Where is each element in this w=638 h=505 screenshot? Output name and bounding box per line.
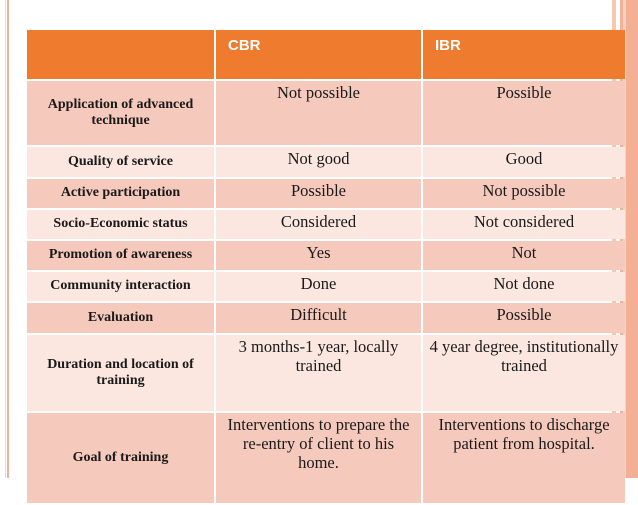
header-ibr: IBR — [423, 30, 625, 79]
ibr-value: Not done — [423, 272, 625, 301]
ibr-value: Interventions to discharge patient from … — [423, 413, 625, 503]
ibr-value: Not possible — [423, 179, 625, 208]
row-label: Duration and location of training — [27, 335, 214, 411]
table-row: Goal of training Interventions to prepar… — [27, 413, 625, 503]
cbr-value: Not possible — [216, 81, 421, 145]
cbr-value: Considered — [216, 210, 421, 239]
row-label: Community interaction — [27, 272, 214, 301]
header-cbr: CBR — [216, 30, 421, 79]
ibr-value: Possible — [423, 81, 625, 145]
ibr-value: Good — [423, 147, 625, 177]
cbr-value: Not good — [216, 147, 421, 177]
table-row: Socio-Economic status Considered Not con… — [27, 210, 625, 239]
ibr-value: 4 year degree, institutionally trained — [423, 335, 625, 411]
cbr-value: 3 months-1 year, locally trained — [216, 335, 421, 411]
cbr-value: Done — [216, 272, 421, 301]
ibr-value: Possible — [423, 303, 625, 333]
row-label: Goal of training — [27, 413, 214, 503]
ibr-value: Not considered — [423, 210, 625, 239]
left-accent-line — [5, 0, 10, 478]
row-label: Socio-Economic status — [27, 210, 214, 239]
header-blank-cell — [27, 30, 214, 79]
cbr-value: Possible — [216, 179, 421, 208]
row-label: Quality of service — [27, 147, 214, 177]
table-row: Promotion of awareness Yes Not — [27, 241, 625, 270]
table-row: Duration and location of training 3 mont… — [27, 335, 625, 411]
cbr-ibr-comparison-table: CBR IBR Application of advanced techniqu… — [25, 28, 627, 505]
row-label: Active participation — [27, 179, 214, 208]
table-row: Community interaction Done Not done — [27, 272, 625, 301]
row-label: Evaluation — [27, 303, 214, 333]
cbr-value: Difficult — [216, 303, 421, 333]
row-label: Application of advanced technique — [27, 81, 214, 145]
table-row: Evaluation Difficult Possible — [27, 303, 625, 333]
cbr-value: Yes — [216, 241, 421, 270]
table-row: Quality of service Not good Good — [27, 147, 625, 177]
table-row: Active participation Possible Not possib… — [27, 179, 625, 208]
cbr-value: Interventions to prepare the re-entry of… — [216, 413, 421, 503]
row-label: Promotion of awareness — [27, 241, 214, 270]
ibr-value: Not — [423, 241, 625, 270]
table-header-row: CBR IBR — [27, 30, 625, 79]
table-row: Application of advanced technique Not po… — [27, 81, 625, 145]
